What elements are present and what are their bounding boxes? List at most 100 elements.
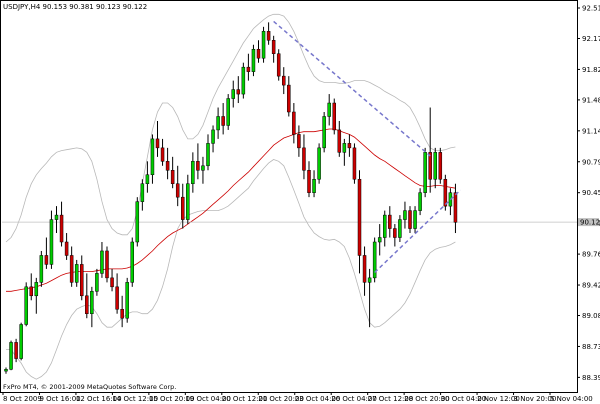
candle-bear [246, 66, 251, 72]
time-tick-label: 8 Oct 2009 [3, 395, 42, 403]
candle-bear [85, 295, 89, 314]
candle-bear [453, 192, 458, 223]
candle-bull [383, 214, 387, 238]
candle-bull [140, 183, 145, 202]
candle-bear [347, 143, 352, 149]
candle-bull [241, 66, 246, 95]
time-tick-label: 28 Oct 20:00 [404, 395, 450, 403]
candle-bull [261, 31, 266, 59]
current-price-label: 90.122 [580, 219, 600, 227]
candle-bear [428, 152, 432, 180]
candle-bull [251, 48, 256, 72]
candle-bear [80, 264, 84, 297]
candle-bull [413, 210, 417, 229]
candle-bear [120, 308, 124, 319]
moving-average [6, 128, 456, 292]
candle-bull [49, 219, 54, 265]
candle-bull [54, 214, 59, 220]
candle-bull [186, 183, 190, 220]
trendlines [273, 20, 462, 274]
candle-bear [337, 129, 342, 153]
candle-bull [34, 282, 39, 297]
candle-bear [408, 210, 412, 229]
candle-bull [418, 192, 422, 211]
time-tick-label: 21 Oct 20:00 [258, 395, 304, 403]
candle-bear [352, 147, 357, 180]
candle-bull [372, 241, 377, 279]
time-tick-label: 14 Oct 12:00 [112, 395, 158, 403]
price-tick-label: 91.485 [582, 96, 600, 104]
candle-bull [4, 369, 8, 372]
candle-bull [312, 178, 316, 193]
price-tick-label: 88.735 [582, 343, 600, 351]
candle-bear [115, 286, 119, 310]
price-tick-label: 89.765 [582, 251, 600, 259]
candle-bear [388, 214, 392, 229]
candle-bull [191, 161, 195, 184]
candle-bull [211, 129, 215, 144]
price-tick-label: 92.510 [582, 5, 600, 13]
bollinger-bands [5, 13, 456, 380]
candle-bull [24, 286, 28, 325]
trendline [374, 189, 462, 274]
time-tick-label: 20 Oct 12:00 [222, 395, 268, 403]
candle-bull [74, 264, 79, 283]
candle-bear [175, 183, 180, 198]
trendline [273, 20, 431, 157]
candle-bull [145, 174, 150, 184]
candle-bear [59, 214, 64, 243]
candle-bear [282, 75, 286, 86]
candle-bull [206, 143, 210, 167]
price-tick-label: 91.825 [582, 66, 600, 74]
candle-bear [110, 277, 114, 288]
candle-bear [181, 196, 185, 220]
candle-bear [196, 161, 200, 171]
candle-bull [130, 241, 134, 283]
candle-bear [256, 48, 261, 59]
time-tick-label: 9 Oct 16:00 [39, 395, 80, 403]
candle-bear [393, 228, 397, 238]
time-tick-label: 23 Oct 04:00 [295, 395, 341, 403]
candle-bull [367, 277, 372, 283]
candle-bull [327, 102, 331, 117]
time-tick-label: 30 Oct 04:00 [441, 395, 487, 403]
price-tick-label: 90.795 [582, 158, 600, 166]
candle-bear [266, 31, 271, 41]
price-tick-label: 88.390 [582, 374, 600, 382]
time-tick-label: 2 Nov 12:00 [477, 395, 520, 403]
current-price-tag: 90.122 [578, 218, 600, 227]
price-tick-label: 89.420 [582, 282, 600, 290]
time-tick-label: 3 Nov 20:00 [514, 395, 557, 403]
candle-bull [201, 165, 205, 171]
time-tick-label: 12 Oct 16:00 [76, 395, 122, 403]
candle-bull [9, 342, 13, 370]
symbol-info: USDJPY,H4 90.153 90.381 90.123 90.122 [3, 3, 147, 11]
price-tick-label: 91.140 [582, 127, 600, 135]
price-axis[interactable]: 92.510 92.170 91.825 91.485 91.140 90.795 90.4… [577, 5, 600, 382]
candle-bear [236, 89, 241, 95]
price-tick-label: 90.450 [582, 189, 600, 197]
candle-bear [170, 170, 175, 184]
candle-bear [155, 138, 160, 149]
candle-bull [90, 291, 94, 314]
candle-bull [135, 201, 140, 243]
candle-bear [287, 84, 291, 113]
candle-bear [332, 102, 336, 131]
candle-bull [125, 282, 129, 319]
candle-bear [307, 170, 311, 193]
candle-bull [423, 152, 427, 193]
candle-bear [292, 111, 296, 135]
candle-bear [362, 255, 367, 283]
candle-bear [69, 255, 74, 283]
candle-bull [231, 89, 235, 99]
candle-bull [433, 152, 437, 180]
candle-bull [100, 250, 104, 274]
copyright-text: FxPro MT4, © 2001-2009 MetaQuotes Softwa… [3, 383, 176, 391]
candle-bull [19, 324, 23, 359]
time-tick-label: 15 Oct 20:00 [149, 395, 195, 403]
bollinger-lower-line [6, 159, 456, 380]
candle-bull [39, 255, 44, 283]
